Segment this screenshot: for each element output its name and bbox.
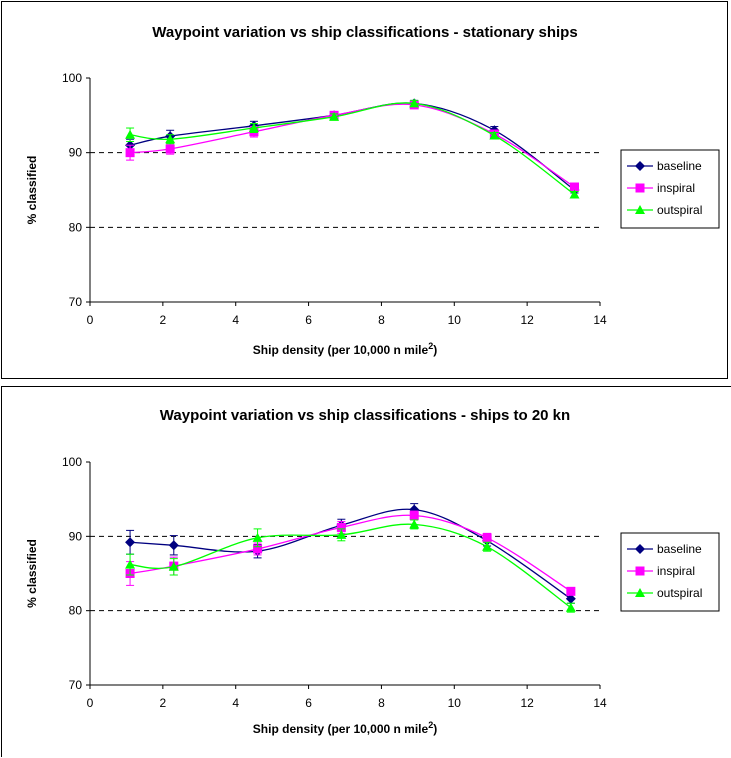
x-tick-label: 12 bbox=[520, 313, 534, 327]
x-axis-title-end: ) bbox=[433, 343, 437, 357]
y-tick-label: 90 bbox=[69, 529, 83, 543]
series-line-inspiral bbox=[129, 514, 572, 592]
x-tick-label: 8 bbox=[378, 313, 385, 327]
x-tick-label: 2 bbox=[160, 313, 167, 327]
data-point-outspiral bbox=[336, 529, 347, 539]
chart-title: Waypoint variation vs ship classificatio… bbox=[152, 24, 577, 41]
data-point-baseline bbox=[168, 540, 179, 551]
chart-20kn: Waypoint variation vs ship classificatio… bbox=[1, 386, 731, 757]
x-tick-label: 10 bbox=[448, 696, 462, 710]
data-point-outspiral bbox=[565, 602, 576, 612]
legend-marker-outspiral bbox=[635, 205, 645, 214]
data-point-baseline bbox=[125, 537, 136, 548]
y-tick-label: 100 bbox=[62, 71, 82, 85]
legend-label-baseline: baseline bbox=[657, 542, 702, 556]
data-point-outspiral bbox=[125, 129, 136, 139]
x-axis-title-end: ) bbox=[433, 722, 437, 736]
data-point-outspiral bbox=[252, 532, 263, 542]
y-tick-label: 70 bbox=[69, 295, 83, 309]
y-axis-title: % classified bbox=[25, 156, 39, 225]
x-tick-label: 8 bbox=[378, 696, 385, 710]
x-axis-title-text: Ship density (per 10,000 n mile bbox=[253, 343, 429, 357]
data-point-outspiral bbox=[329, 111, 340, 121]
series-outspiral bbox=[125, 98, 580, 199]
data-point-inspiral bbox=[336, 522, 346, 532]
data-point-inspiral bbox=[566, 586, 576, 596]
y-tick-label: 100 bbox=[62, 455, 82, 469]
chart-panel-20kn: Waypoint variation vs ship classificatio… bbox=[0, 385, 731, 758]
data-point-baseline bbox=[409, 504, 420, 515]
data-point-outspiral bbox=[409, 98, 420, 108]
x-tick-label: 0 bbox=[87, 696, 94, 710]
data-point-outspiral bbox=[168, 561, 179, 571]
data-point-baseline bbox=[565, 593, 576, 604]
legend-label-outspiral: outspiral bbox=[657, 586, 702, 600]
data-point-outspiral bbox=[482, 541, 493, 551]
data-point-outspiral bbox=[125, 559, 136, 569]
chart-title: Waypoint variation vs ship classificatio… bbox=[160, 407, 570, 424]
x-tick-label: 10 bbox=[448, 313, 462, 327]
x-tick-label: 4 bbox=[232, 313, 239, 327]
data-point-inspiral bbox=[165, 144, 175, 154]
chart-panel-stationary: Waypoint variation vs ship classificatio… bbox=[1, 1, 728, 379]
data-point-inspiral bbox=[253, 544, 263, 554]
y-tick-label: 80 bbox=[69, 220, 83, 234]
data-point-inspiral bbox=[409, 511, 419, 521]
x-axis-title: Ship density (per 10,000 n mile2) bbox=[253, 341, 437, 357]
series-outspiral bbox=[125, 519, 576, 613]
legend-marker-inspiral bbox=[635, 183, 645, 193]
x-tick-label: 6 bbox=[305, 696, 312, 710]
data-point-outspiral bbox=[248, 123, 259, 133]
legend-label-inspiral: inspiral bbox=[657, 564, 695, 578]
x-tick-label: 6 bbox=[305, 313, 312, 327]
legend: baseline inspiral outspiral bbox=[620, 149, 720, 229]
x-axis-title-text: Ship density (per 10,000 n mile bbox=[253, 722, 429, 736]
x-tick-label: 14 bbox=[593, 696, 607, 710]
legend-marker-outspiral bbox=[635, 588, 645, 597]
chart-stationary: Waypoint variation vs ship classificatio… bbox=[1, 1, 728, 379]
x-tick-label: 2 bbox=[160, 696, 167, 710]
x-axis-title: Ship density (per 10,000 n mile2) bbox=[253, 720, 437, 736]
data-point-inspiral bbox=[570, 182, 579, 192]
x-tick-label: 4 bbox=[232, 696, 239, 710]
series-line-baseline bbox=[130, 508, 572, 600]
data-point-inspiral bbox=[125, 148, 135, 158]
data-point-outspiral bbox=[569, 189, 580, 199]
legend-label-baseline: baseline bbox=[657, 159, 702, 173]
chart-frame bbox=[1, 1, 728, 379]
x-tick-label: 14 bbox=[593, 313, 607, 327]
x-axis-title-superscript: 2 bbox=[428, 341, 433, 351]
legend: baseline inspiral outspiral bbox=[620, 532, 720, 612]
legend-marker-inspiral bbox=[635, 566, 645, 576]
x-axis-title-superscript: 2 bbox=[428, 720, 433, 730]
series-baseline bbox=[125, 503, 576, 604]
y-tick-label: 70 bbox=[69, 678, 83, 692]
chart-frame bbox=[1, 386, 731, 757]
y-axis-title: % classified bbox=[25, 539, 39, 608]
data-point-outspiral bbox=[489, 130, 500, 140]
x-tick-label: 12 bbox=[520, 696, 534, 710]
y-tick-label: 90 bbox=[69, 146, 83, 160]
y-tick-label: 80 bbox=[69, 604, 83, 618]
data-point-inspiral bbox=[482, 533, 492, 543]
data-point-outspiral bbox=[409, 519, 420, 529]
x-tick-label: 0 bbox=[87, 313, 94, 327]
legend-marker-baseline bbox=[635, 544, 645, 554]
legend-label-outspiral: outspiral bbox=[657, 203, 702, 217]
legend-marker-baseline bbox=[635, 161, 645, 171]
legend-label-inspiral: inspiral bbox=[657, 181, 695, 195]
data-point-outspiral bbox=[165, 134, 176, 144]
